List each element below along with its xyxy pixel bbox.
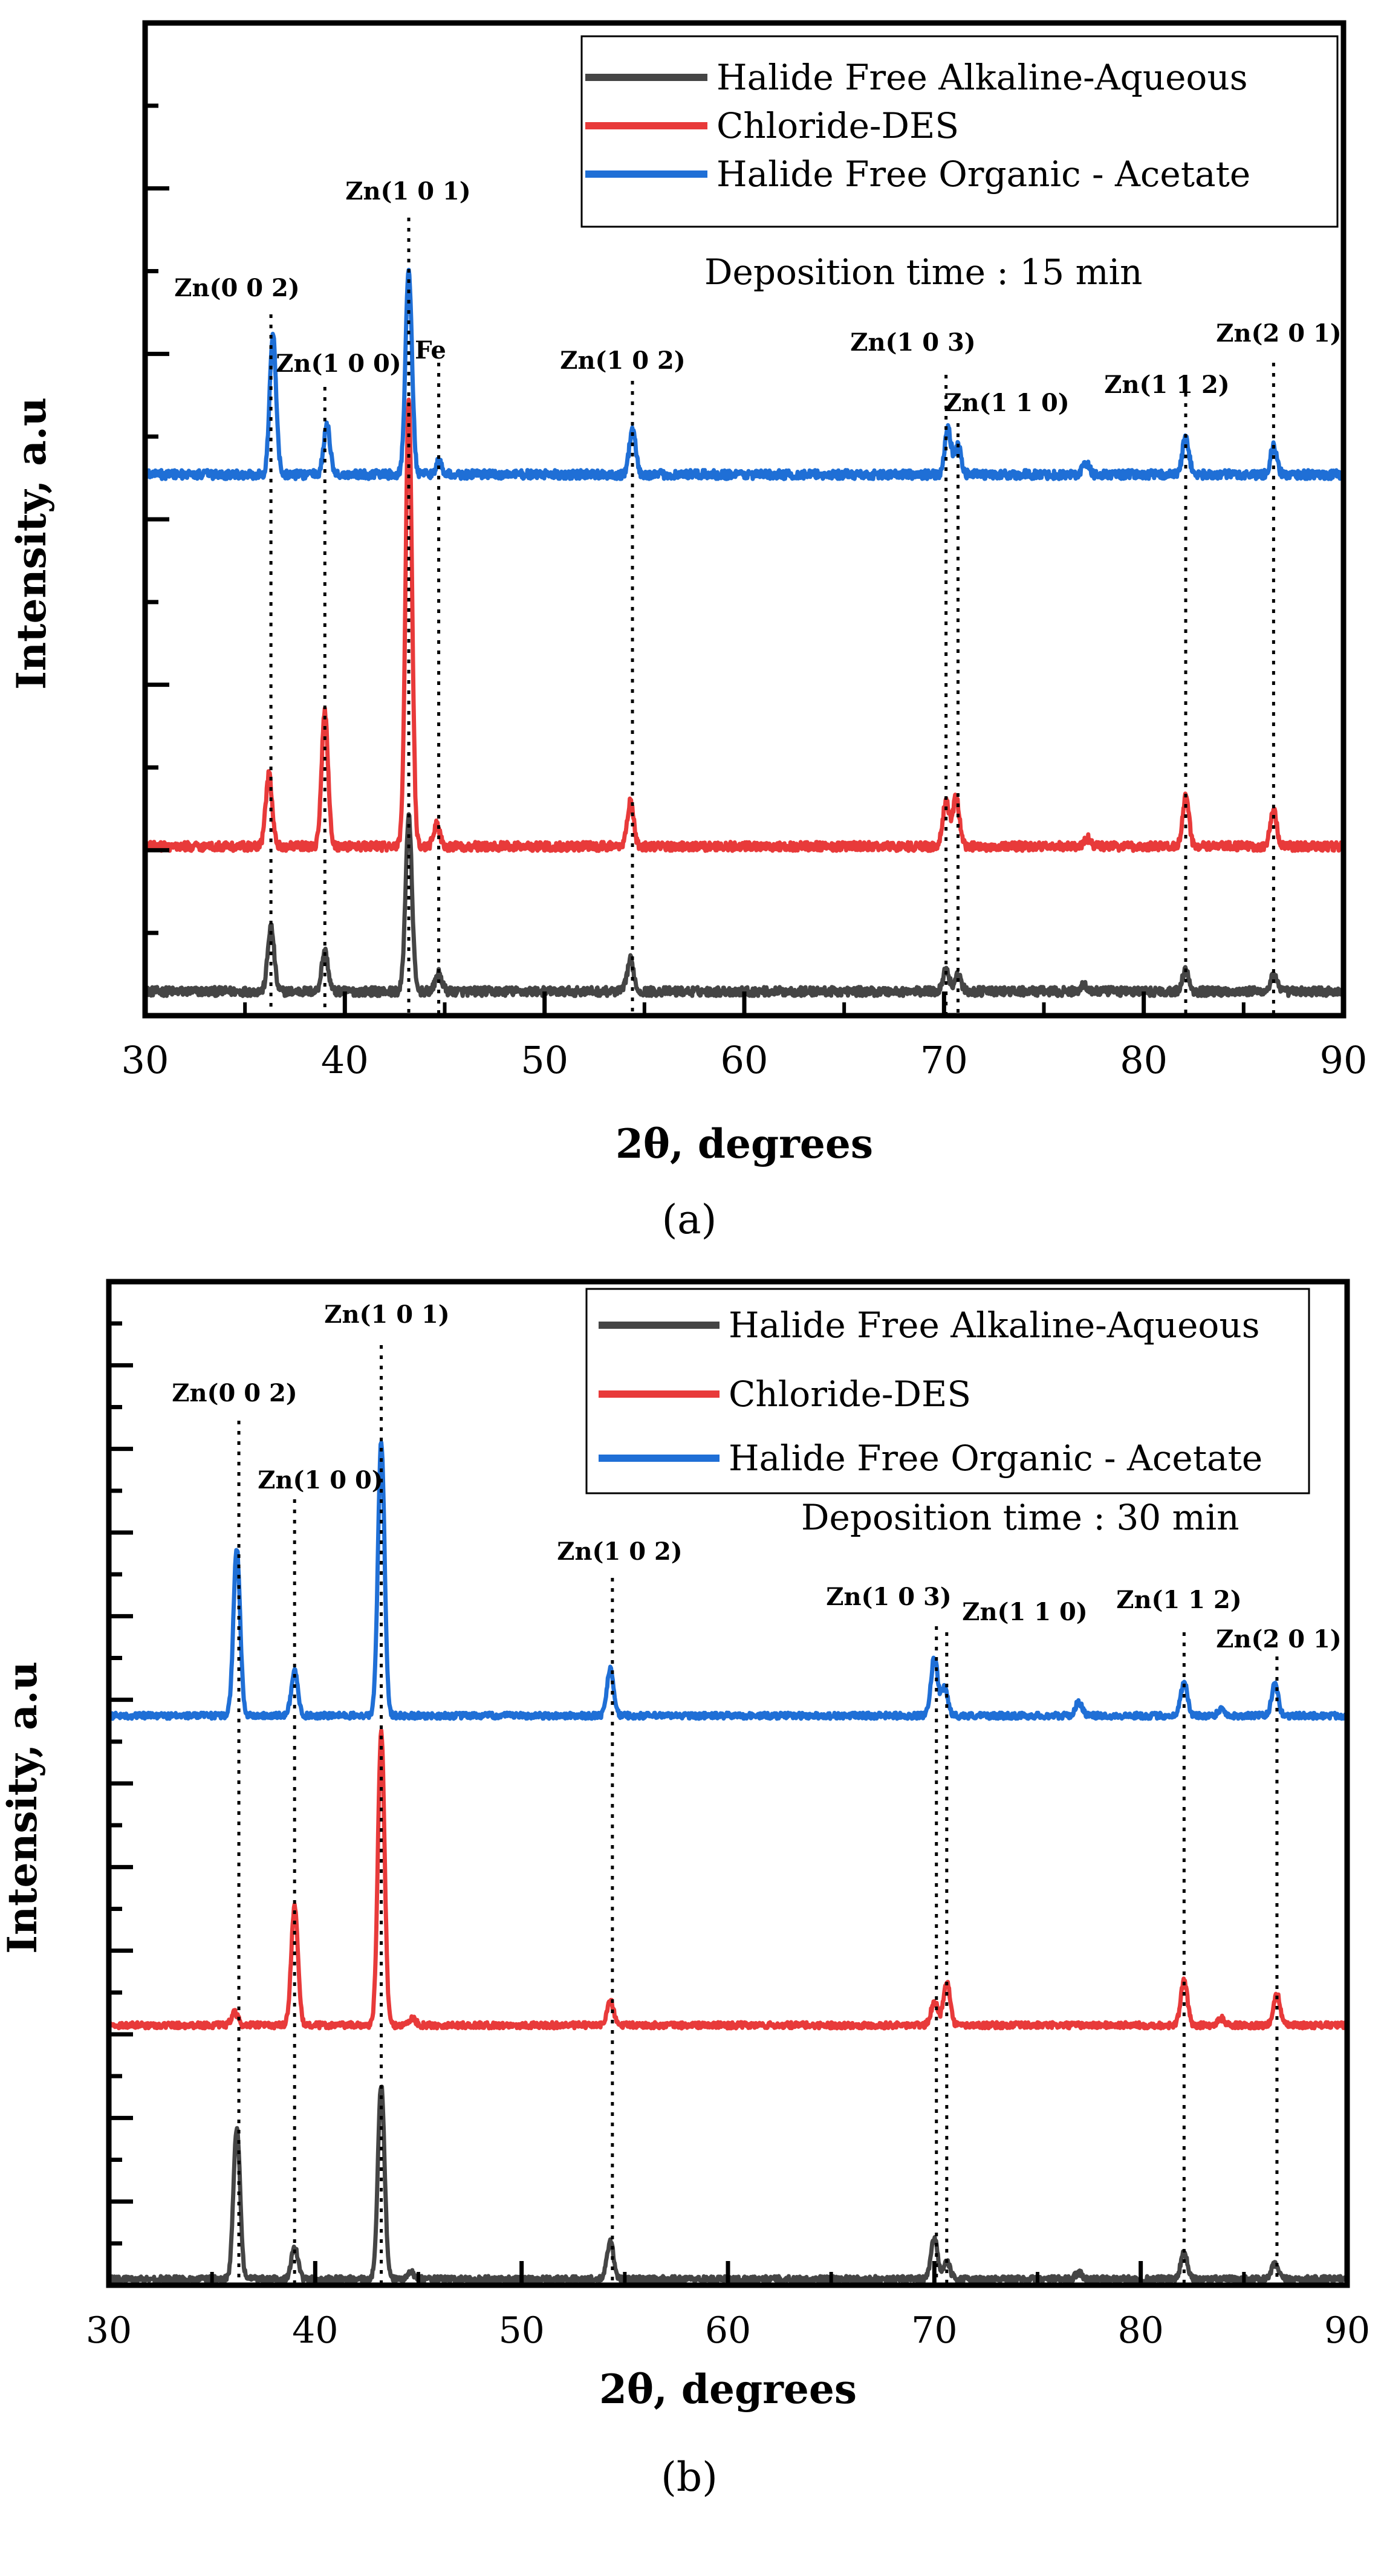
reflection-label: Zn(1 0 3) bbox=[850, 328, 975, 357]
x-axis-label: 2θ, degrees bbox=[616, 1120, 873, 1167]
reflection-label: Zn(1 1 0) bbox=[944, 389, 1069, 417]
legend-label: Halide Free Alkaline-Aqueous bbox=[716, 57, 1247, 98]
x-tick-label: 70 bbox=[920, 1038, 968, 1082]
reflection-label: Zn(1 1 0) bbox=[962, 1598, 1087, 1626]
series-line-halide-free-organic-acetate bbox=[107, 1440, 1350, 1721]
chart-panel-b: Zn(0 0 2) Zn(1 0 0) Zn(1 0 1) Zn(1 0 2) Zn(1… bbox=[0, 1279, 1370, 2500]
reflection-label: Zn(1 0 1) bbox=[324, 1300, 449, 1329]
x-tick-label: 30 bbox=[86, 2309, 132, 2352]
x-tick-label: 50 bbox=[521, 1038, 568, 1082]
x-tick-label: 60 bbox=[705, 2309, 751, 2352]
reflection-label: Zn(1 0 0) bbox=[276, 349, 401, 378]
legend-box bbox=[580, 35, 1339, 228]
reflection-label: Zn(2 0 1) bbox=[1216, 1625, 1341, 1653]
panel-label: (b) bbox=[661, 2454, 718, 2500]
deposition-time-annotation: Deposition time : 30 min bbox=[801, 1497, 1239, 1538]
x-tick-label: 40 bbox=[292, 2309, 338, 2352]
y-axis-label: Intensity, a.u bbox=[8, 397, 55, 690]
deposition-time-annotation: Deposition time : 15 min bbox=[704, 251, 1143, 293]
series-line-chloride-des bbox=[106, 1728, 1349, 2031]
y-axis-label: Intensity, a.u bbox=[0, 1661, 46, 1954]
reflection-label: Zn(1 0 0) bbox=[258, 1466, 383, 1494]
reflection-label: Zn(2 0 1) bbox=[1216, 319, 1341, 348]
reflection-label: Zn(1 0 1) bbox=[345, 177, 470, 206]
x-tick-label: 80 bbox=[1117, 2309, 1163, 2352]
reflection-label: Zn(1 0 3) bbox=[826, 1583, 951, 1611]
reflection-label: Zn(1 0 2) bbox=[557, 1537, 682, 1566]
x-tick-label: 60 bbox=[721, 1038, 768, 1082]
x-tick-label: 90 bbox=[1320, 1038, 1368, 1082]
x-tick-label: 50 bbox=[498, 2309, 544, 2352]
legend-label: Halide Free Alkaline-Aqueous bbox=[729, 1305, 1259, 1346]
series-line-chloride-des bbox=[143, 397, 1345, 853]
chart-panel-a: Zn(0 0 2) Zn(1 0 0) Zn(1 0 1) Fe Zn(1 0 2) Zn… bbox=[8, 20, 1368, 1243]
reflection-label: Zn(0 0 2) bbox=[174, 274, 299, 302]
x-tick-label: 40 bbox=[321, 1038, 369, 1082]
x-tick-label: 80 bbox=[1120, 1038, 1168, 1082]
legend-label: Chloride-DES bbox=[729, 1374, 971, 1415]
legend-label: Halide Free Organic - Acetate bbox=[729, 1438, 1262, 1479]
reflection-label: Zn(1 1 2) bbox=[1104, 371, 1229, 399]
x-tick-label: 70 bbox=[911, 2309, 957, 2352]
reflection-label: Zn(1 0 2) bbox=[560, 346, 685, 375]
series-line-halide-free-organic-acetate bbox=[143, 268, 1345, 481]
panel-label: (a) bbox=[662, 1196, 717, 1243]
reflection-label: Zn(1 1 2) bbox=[1116, 1586, 1241, 1614]
reflection-label: Zn(0 0 2) bbox=[172, 1379, 297, 1407]
x-tick-label: 30 bbox=[122, 1038, 169, 1082]
legend-label: Chloride-DES bbox=[716, 105, 959, 146]
reflection-label: Fe bbox=[415, 336, 446, 365]
legend-label: Halide Free Organic - Acetate bbox=[716, 154, 1250, 195]
x-axis-label: 2θ, degrees bbox=[599, 2366, 857, 2413]
x-tick-label: 90 bbox=[1324, 2309, 1370, 2352]
